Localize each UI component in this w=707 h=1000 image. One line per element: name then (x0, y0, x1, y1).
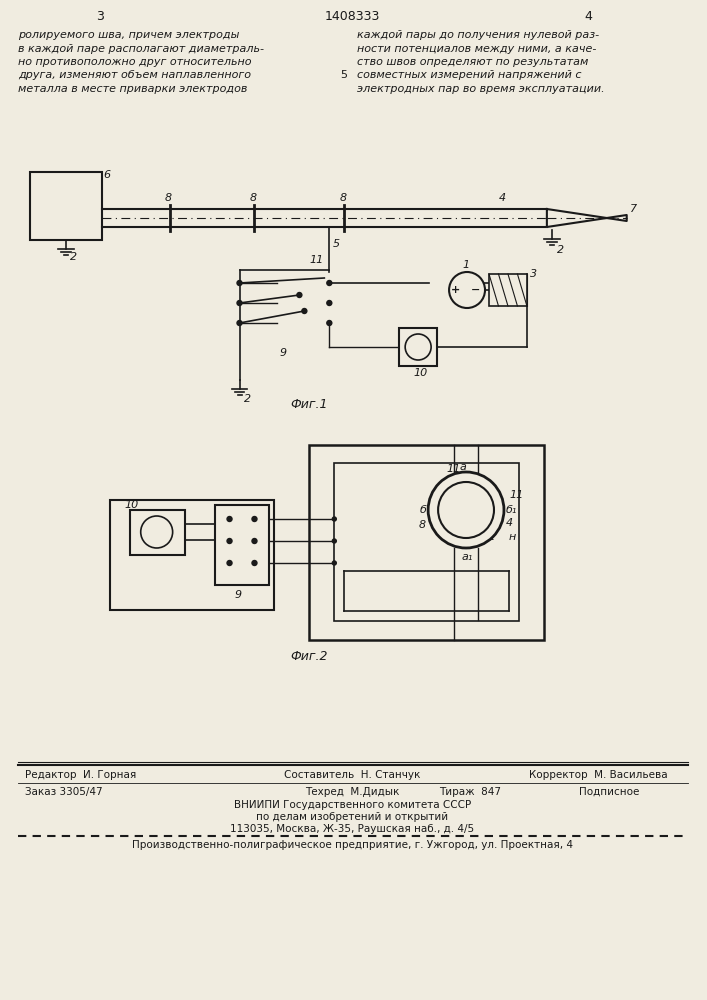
Text: в каждой паре располагают диаметраль-: в каждой паре располагают диаметраль- (18, 43, 264, 53)
Circle shape (252, 560, 257, 566)
Bar (214, 505, 269, 585)
Text: ство швов определяют по результатам: ство швов определяют по результатам (357, 57, 589, 67)
Text: +: + (451, 285, 460, 295)
Polygon shape (547, 209, 626, 227)
Text: ности потенциалов между ними, а каче-: ности потенциалов между ними, а каче- (357, 43, 597, 53)
Text: Корректор  М. Васильева: Корректор М. Васильева (529, 770, 667, 780)
Text: 8: 8 (165, 193, 172, 203)
Circle shape (449, 272, 485, 308)
Circle shape (327, 300, 332, 306)
Text: по делам изобретений и открытий: по делам изобретений и открытий (256, 812, 448, 822)
Circle shape (332, 561, 337, 565)
Text: но противоположно друг относительно: но противоположно друг относительно (18, 57, 252, 67)
Text: 8: 8 (250, 193, 257, 203)
Bar (110, 500, 274, 610)
Text: Составитель  Н. Станчук: Составитель Н. Станчук (284, 770, 421, 780)
Circle shape (428, 472, 504, 548)
Text: Фиг.1: Фиг.1 (291, 398, 328, 411)
Text: 9: 9 (235, 590, 242, 600)
Text: Производственно-полиграфическое предприятие, г. Ужгород, ул. Проектная, 4: Производственно-полиграфическое предприя… (132, 840, 573, 850)
Text: 6: 6 (104, 170, 111, 180)
Text: 2: 2 (243, 394, 250, 404)
Circle shape (327, 320, 332, 326)
Bar (399, 328, 437, 366)
Circle shape (237, 280, 242, 286)
Text: ролируемого шва, причем электроды: ролируемого шва, причем электроды (18, 30, 240, 40)
Text: 113035, Москва, Ж-35, Раушская наб., д. 4/5: 113035, Москва, Ж-35, Раушская наб., д. … (230, 824, 474, 834)
Circle shape (237, 300, 242, 306)
Bar (310, 445, 544, 640)
Circle shape (405, 334, 431, 360)
Text: 11: 11 (310, 255, 324, 265)
Text: Редактор  И. Горная: Редактор И. Горная (25, 770, 136, 780)
Text: 1: 1 (462, 260, 469, 270)
Text: 4: 4 (506, 518, 513, 528)
Text: б₁: б₁ (506, 505, 518, 515)
Bar (334, 463, 519, 621)
Text: а: а (460, 462, 467, 472)
Text: Заказ 3305/47: Заказ 3305/47 (25, 787, 103, 797)
Text: 4: 4 (499, 193, 506, 203)
Circle shape (227, 516, 232, 522)
Circle shape (227, 560, 232, 566)
Text: 10: 10 (413, 368, 427, 378)
Text: 5: 5 (340, 70, 347, 81)
Circle shape (327, 280, 332, 286)
Text: 3: 3 (530, 269, 537, 279)
Text: а₁: а₁ (461, 552, 472, 562)
Text: 9: 9 (279, 348, 286, 358)
Text: 5: 5 (332, 239, 339, 249)
Circle shape (438, 482, 494, 538)
Bar (489, 274, 527, 306)
Circle shape (297, 292, 302, 298)
Text: б₁: б₁ (484, 532, 496, 542)
Text: б: б (420, 505, 427, 515)
Text: каждой пары до получения нулевой раз-: каждой пары до получения нулевой раз- (357, 30, 600, 40)
Text: Техред  М.Дидык: Техред М.Дидык (305, 787, 399, 797)
Text: Подписное: Подписное (579, 787, 639, 797)
Text: 1408333: 1408333 (325, 10, 380, 23)
Text: 11: 11 (509, 490, 523, 500)
Text: 8: 8 (418, 520, 426, 530)
Text: Тираж  847: Тираж 847 (439, 787, 501, 797)
Text: 4: 4 (585, 10, 592, 23)
Circle shape (227, 538, 232, 544)
Circle shape (237, 320, 242, 326)
Text: совместных измерений напряжений с: совместных измерений напряжений с (357, 70, 582, 81)
Text: электродных пар во время эксплуатации.: электродных пар во время эксплуатации. (357, 84, 605, 94)
Circle shape (252, 538, 257, 544)
Circle shape (141, 516, 173, 548)
Text: 8: 8 (339, 193, 346, 203)
Text: ВНИИПИ Государственного комитета СССР: ВНИИПИ Государственного комитета СССР (233, 800, 471, 810)
Text: −: − (471, 285, 481, 295)
Text: 2: 2 (70, 252, 77, 262)
Text: 11: 11 (446, 464, 460, 474)
Text: 7: 7 (630, 204, 637, 214)
Text: металла в месте приварки электродов: металла в месте приварки электродов (18, 84, 247, 94)
Bar (129, 510, 185, 555)
Circle shape (332, 539, 337, 543)
Text: 2: 2 (557, 245, 564, 255)
Text: н: н (509, 532, 516, 542)
Text: 3: 3 (96, 10, 104, 23)
Bar (30, 172, 102, 240)
Circle shape (332, 517, 337, 521)
Text: друга, изменяют объем наплавленного: друга, изменяют объем наплавленного (18, 70, 251, 81)
Circle shape (252, 516, 257, 522)
Text: Фиг.2: Фиг.2 (291, 650, 328, 663)
Circle shape (302, 308, 307, 314)
Text: 10: 10 (124, 500, 139, 510)
